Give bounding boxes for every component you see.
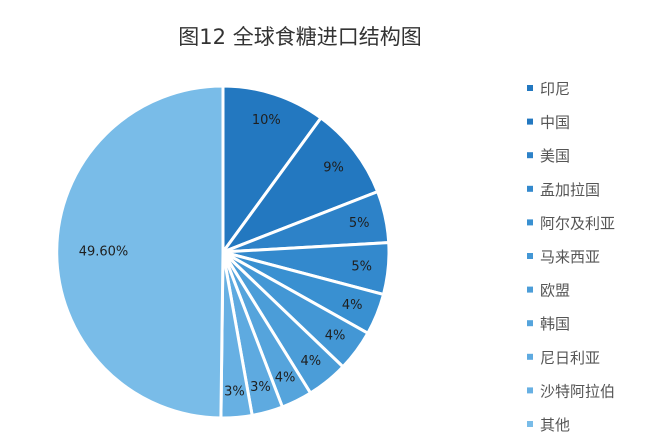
legend-label-7: 欧盟 (540, 282, 570, 300)
legend-swatch-10 (527, 387, 533, 394)
pie-slice-labels: 10% 9% 5% 5% 4% 4% 4% 4% 3% 3% 49.60% (79, 113, 372, 400)
legend-label-10: 沙特阿拉伯 (540, 382, 615, 400)
pie-slice-label-2: 9% (323, 160, 344, 175)
legend-swatch-5 (527, 219, 533, 226)
legend-label-6: 马来西亚 (540, 248, 600, 266)
legend-label-8: 韩国 (540, 315, 570, 333)
pie-slice-2 (221, 116, 380, 254)
legend-label-3: 美国 (540, 147, 570, 165)
legend-label-4: 孟加拉国 (540, 181, 600, 199)
pie-slice-label-1: 10% (252, 113, 281, 128)
legend-swatch-7 (527, 286, 533, 293)
legend-swatch-6 (527, 253, 533, 259)
legend-swatch-9 (527, 353, 533, 360)
pie-slices (55, 84, 391, 420)
pie-slice-11 (55, 84, 225, 420)
legend-swatch-3 (527, 152, 533, 159)
pie-slice-label-5: 4% (342, 298, 363, 313)
legend-label-2: 中国 (540, 114, 570, 132)
legend-swatch-8 (527, 320, 533, 327)
pie-slice-label-8: 4% (275, 370, 296, 385)
pie-slice-label-10: 3% (224, 385, 245, 400)
pie-slice-label-9: 3% (250, 380, 271, 395)
legend-label-11: 其他 (540, 416, 570, 434)
legend-label-5: 阿尔及利亚 (540, 214, 615, 232)
pie-slice-label-7: 4% (300, 354, 321, 369)
pie-slice-label-3: 5% (349, 216, 370, 231)
legend-swatch-1 (527, 85, 533, 91)
legend-swatch-2 (527, 118, 533, 125)
pie-slice-label-11: 49.60% (79, 245, 129, 260)
pie-slice-1 (221, 84, 323, 254)
legend-label-1: 印尼 (540, 80, 570, 98)
chart-title: 图12 全球食糖进口结构图 (178, 25, 421, 49)
pie-slice-label-6: 4% (325, 329, 346, 344)
pie-slice-label-4: 5% (351, 260, 372, 275)
legend-label-9: 尼日利亚 (540, 349, 600, 367)
legend-swatch-11 (527, 421, 533, 427)
legend-swatch-4 (527, 185, 533, 192)
